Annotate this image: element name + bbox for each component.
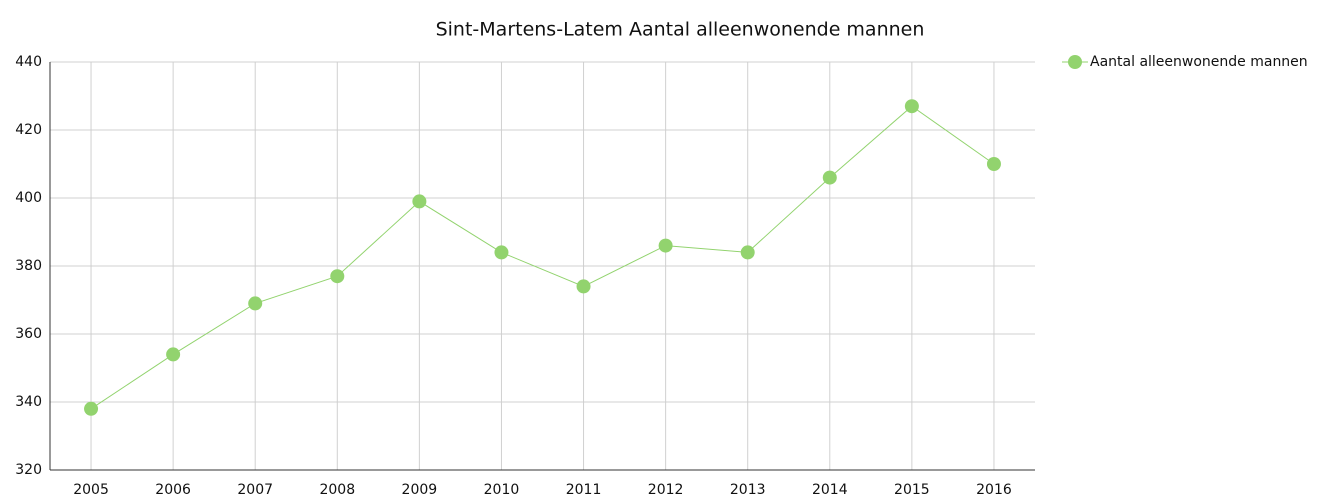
y-tick-label: 380 bbox=[15, 258, 42, 274]
y-tick-label: 340 bbox=[15, 394, 42, 410]
y-tick-label: 320 bbox=[15, 462, 42, 478]
x-tick-label: 2010 bbox=[484, 482, 520, 498]
chart-title: Sint-Martens-Latem Aantal alleenwonende … bbox=[436, 19, 925, 41]
point bbox=[822, 170, 837, 185]
series-line bbox=[90, 105, 995, 410]
point bbox=[576, 279, 591, 294]
legend-marker bbox=[1068, 55, 1082, 69]
y-tick-label: 440 bbox=[15, 54, 42, 70]
point bbox=[658, 238, 673, 253]
x-tick-label: 2016 bbox=[976, 482, 1012, 498]
point bbox=[84, 401, 99, 416]
point bbox=[740, 245, 755, 260]
point bbox=[166, 347, 181, 362]
x-tick-label: 2007 bbox=[237, 482, 273, 498]
x-tick-label: 2006 bbox=[155, 482, 191, 498]
y-tick-label: 420 bbox=[15, 122, 42, 138]
x-tick-label: 2008 bbox=[319, 482, 355, 498]
point bbox=[986, 157, 1001, 171]
point bbox=[904, 99, 919, 114]
x-tick-label: 2005 bbox=[73, 482, 109, 498]
y-tick-label: 400 bbox=[15, 190, 42, 206]
x-tick-label: 2011 bbox=[566, 482, 602, 498]
point bbox=[248, 296, 263, 311]
x-tick-label: 2009 bbox=[402, 482, 438, 498]
y-tick-label: 360 bbox=[15, 326, 42, 342]
x-tick-label: 2015 bbox=[894, 482, 930, 498]
x-tick-label: 2012 bbox=[648, 482, 684, 498]
legend-label: Aantal alleenwonende mannen bbox=[1090, 54, 1308, 70]
x-tick-label: 2013 bbox=[730, 482, 766, 498]
point bbox=[330, 269, 345, 284]
point bbox=[494, 245, 509, 260]
x-tick-label: 2014 bbox=[812, 482, 848, 498]
point bbox=[412, 194, 427, 209]
